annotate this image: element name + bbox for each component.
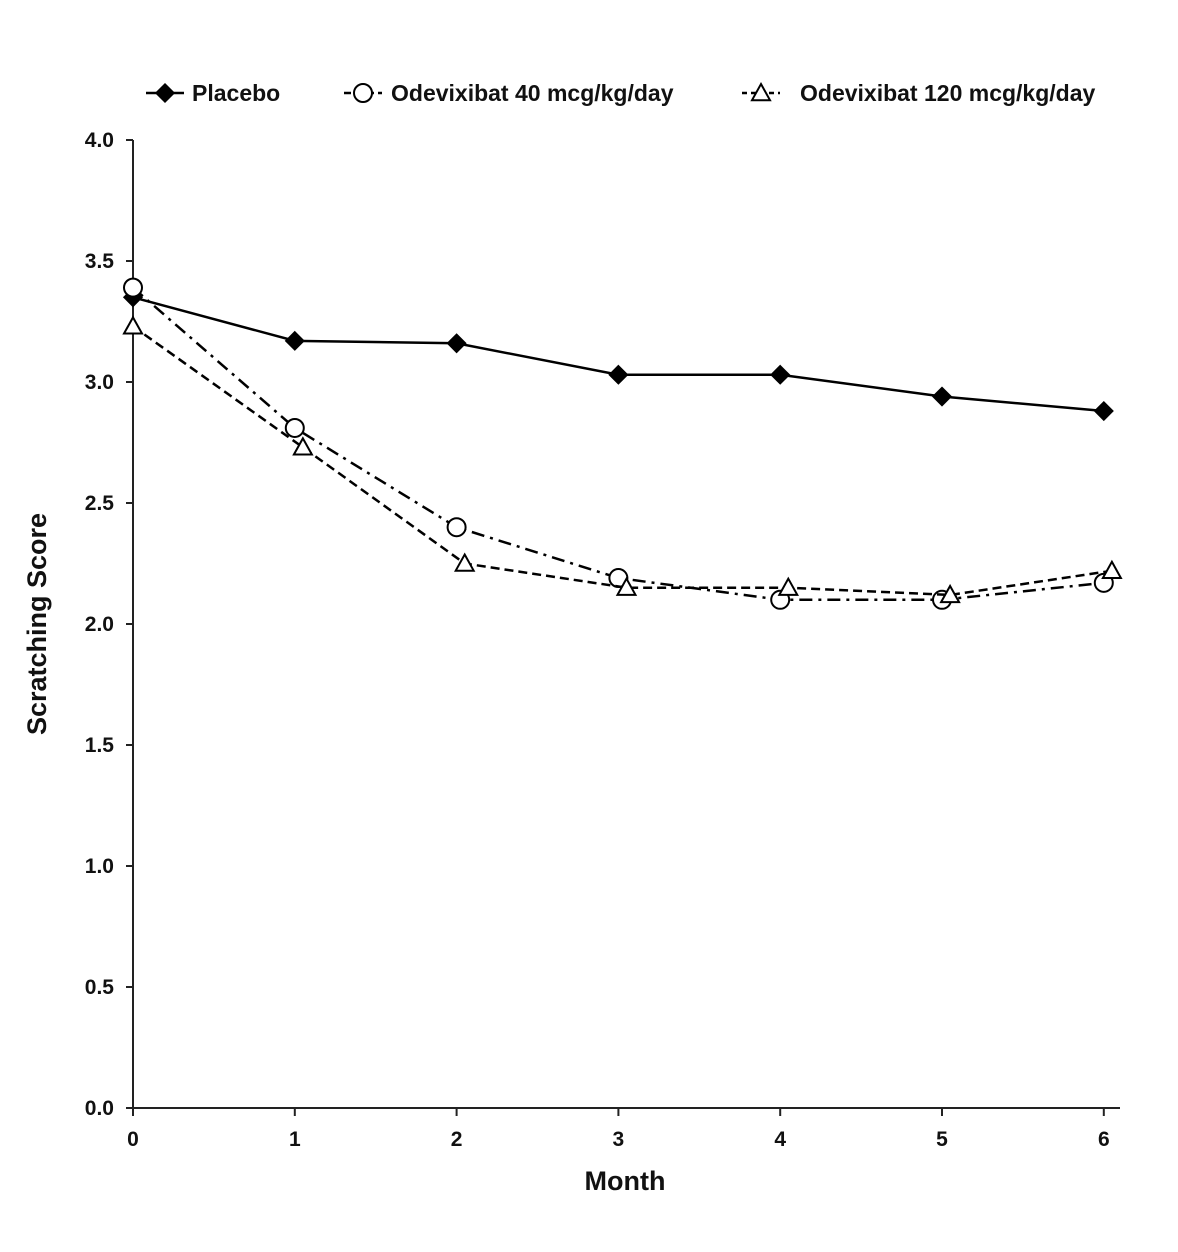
x-tick-label: 4: [774, 1128, 786, 1151]
x-tick-label: 5: [936, 1128, 948, 1151]
series-line: [132, 325, 1113, 597]
data-point: [453, 552, 476, 572]
y-tick-label: 0.5: [85, 976, 115, 999]
series-3: [122, 315, 1123, 604]
data-point: [446, 333, 467, 354]
y-tick-label: 2.5: [85, 492, 115, 515]
series-line: [132, 296, 1104, 413]
data-point: [615, 576, 638, 596]
y-axis-title: Scratching Score: [22, 513, 52, 735]
legend-entry: Odevixibat 120 mcg/kg/day: [742, 80, 1096, 106]
legend-label: Placebo: [192, 80, 280, 106]
y-tick-label: 1.0: [85, 855, 114, 878]
legend-entry: Odevixibat 40 mcg/kg/day: [344, 80, 674, 106]
y-tick-label: 1.5: [85, 734, 115, 757]
data-point: [1093, 400, 1114, 422]
data-point: [284, 330, 305, 351]
data-point: [284, 417, 305, 438]
legend-entry: Placebo: [146, 80, 280, 106]
x-axis-title: Month: [585, 1166, 666, 1196]
legend-label: Odevixibat 40 mcg/kg/day: [391, 80, 674, 106]
data-point: [770, 364, 791, 385]
data-point: [446, 517, 467, 538]
data-point: [1101, 559, 1123, 579]
y-tick-label: 2.0: [85, 613, 114, 636]
legend-marker: [750, 81, 772, 102]
legend: Placebo Odevixibat 40 mcg/kg/day Odevixiba…: [146, 80, 1096, 106]
axes: [132, 140, 1120, 1109]
data-point: [123, 277, 143, 298]
x-tick-label: 0: [127, 1128, 139, 1151]
y-tick-label: 0.0: [85, 1097, 114, 1120]
y-tick-label: 3.0: [85, 371, 114, 394]
data-point: [931, 386, 953, 407]
legend-marker: [353, 83, 373, 103]
data-point: [608, 364, 629, 385]
x-ticks: 0 1 2 3 4 5 6: [127, 1108, 1110, 1151]
legend-label: Odevixibat 120 mcg/kg/day: [800, 80, 1096, 106]
x-tick-label: 6: [1098, 1128, 1110, 1151]
plot-area: [122, 277, 1123, 610]
data-point: [777, 576, 799, 596]
data-point: [122, 315, 144, 335]
data-point: [939, 583, 961, 604]
x-tick-label: 2: [451, 1128, 463, 1151]
y-ticks: 0.0 0.5 1.0 1.5 2.0 2.5 3.0 3.5 4.0: [85, 129, 133, 1120]
series-2: [123, 277, 1114, 610]
series-line: [132, 286, 1104, 602]
y-tick-label: 4.0: [85, 129, 114, 152]
x-tick-label: 1: [289, 1128, 301, 1151]
legend-marker: [154, 82, 176, 104]
y-tick-label: 3.5: [85, 250, 115, 273]
x-tick-label: 3: [613, 1128, 625, 1151]
data-point: [292, 436, 314, 456]
series-1: [122, 287, 1114, 422]
